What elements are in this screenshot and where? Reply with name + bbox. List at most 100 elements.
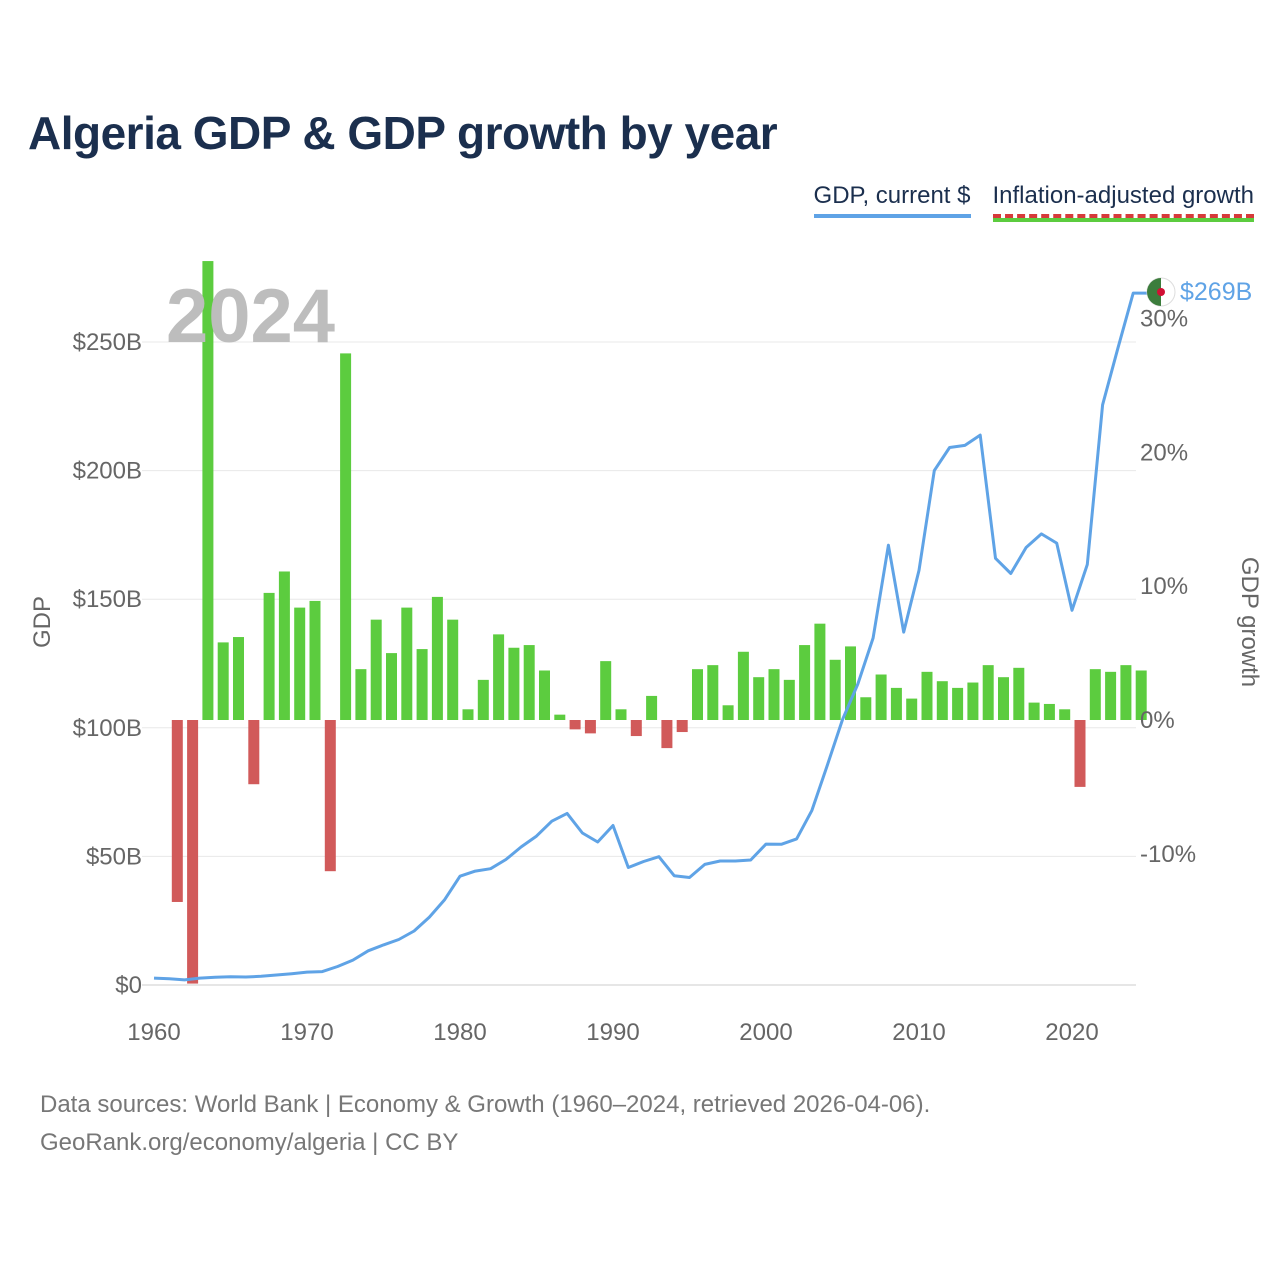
legend: GDP, current $ Inflation-adjusted growth: [813, 182, 1254, 218]
growth-bar-1975[interactable]: [386, 653, 397, 720]
y-left-tick-label: $250B: [73, 329, 142, 356]
growth-bar-1979[interactable]: [447, 619, 459, 720]
end-marker: $269B: [1146, 277, 1252, 307]
growth-bar-1970[interactable]: [309, 600, 321, 720]
y-left-tick-label: $150B: [73, 586, 142, 613]
growth-bar-1987[interactable]: [569, 720, 581, 730]
growth-bar-2002[interactable]: [799, 645, 811, 720]
growth-bar-1997[interactable]: [722, 705, 734, 720]
growth-bar-2011[interactable]: [936, 681, 948, 720]
growth-bar-1967[interactable]: [263, 592, 275, 720]
y-right-tick-label: 10%: [1140, 573, 1188, 600]
growth-bar-1974[interactable]: [370, 619, 382, 720]
growth-bar-1988[interactable]: [584, 720, 596, 734]
growth-bar-2015[interactable]: [998, 677, 1009, 720]
growth-bar-1985[interactable]: [539, 670, 550, 720]
chart-area: 2024 $0 $50B $100B $150B $200B $250B -10% 0% 10…: [29, 261, 1263, 1046]
growth-bar-2003[interactable]: [814, 623, 826, 720]
x-tick-label: 2000: [739, 1019, 792, 1046]
growth-bar-1969[interactable]: [294, 607, 306, 720]
growth-bar-1973[interactable]: [355, 669, 367, 720]
growth-bar-1962[interactable]: [187, 720, 199, 984]
algeria-flag-crescent: [1157, 288, 1165, 296]
growth-bar-2018[interactable]: [1043, 703, 1055, 720]
y-left-tick-label: $100B: [73, 715, 142, 742]
chart-title: Algeria GDP & GDP growth by year: [28, 107, 778, 159]
gdp-line-group: [153, 291, 1150, 982]
x-tick-label: 1960: [127, 1019, 180, 1046]
x-tick-label: 1970: [280, 1019, 333, 1046]
footer-link[interactable]: GeoRank.org/economy/algeria | CC BY: [40, 1129, 459, 1156]
legend-growth[interactable]: Inflation-adjusted growth: [992, 182, 1254, 218]
growth-bar-2024[interactable]: [1135, 670, 1147, 720]
growth-bar-2000[interactable]: [768, 669, 780, 720]
growth-bar-1961[interactable]: [171, 720, 183, 902]
y-right-tick-label: 0%: [1140, 707, 1175, 734]
growth-bar-2016[interactable]: [1013, 667, 1025, 720]
right-axis: -10% 0% 10% 20% 30%: [1140, 306, 1196, 868]
growth-bar-2007[interactable]: [875, 674, 887, 720]
growth-bar-2006[interactable]: [860, 697, 872, 720]
growth-bar-1963[interactable]: [202, 261, 214, 720]
growth-bar-1966[interactable]: [248, 720, 260, 785]
growth-bar-1971[interactable]: [324, 720, 336, 872]
growth-bar-1993[interactable]: [661, 720, 673, 749]
x-tick-label: 1990: [586, 1019, 639, 1046]
growth-bar-1976[interactable]: [401, 607, 413, 720]
growth-bar-1977[interactable]: [416, 649, 428, 720]
growth-bar-1999[interactable]: [753, 677, 765, 720]
y-right-tick-label: -10%: [1140, 841, 1196, 868]
growth-bar-1989[interactable]: [600, 661, 612, 720]
growth-bar-1972[interactable]: [340, 353, 352, 720]
growth-bar-1994[interactable]: [676, 720, 688, 733]
growth-bar-2017[interactable]: [1028, 702, 1040, 720]
y-left-tick-label: $0: [115, 972, 142, 999]
growth-bar-2014[interactable]: [982, 665, 994, 720]
algeria-flag-green-half: [1147, 278, 1161, 306]
growth-bar-1964[interactable]: [217, 642, 229, 720]
growth-bar-1996[interactable]: [707, 665, 719, 720]
growth-bar-1965[interactable]: [233, 637, 244, 720]
y-right-tick-label: 20%: [1140, 439, 1188, 466]
x-tick-label: 2020: [1045, 1019, 1098, 1046]
growth-bar-2004[interactable]: [829, 659, 841, 720]
growth-bar-2013[interactable]: [967, 682, 979, 720]
x-tick-label: 1980: [433, 1019, 486, 1046]
growth-bar-2005[interactable]: [845, 646, 856, 720]
growth-bar-2001[interactable]: [783, 679, 795, 720]
left-axis: $0 $50B $100B $150B $200B $250B: [73, 329, 142, 999]
growth-bar-2009[interactable]: [906, 698, 918, 720]
gdp-line[interactable]: [153, 291, 1150, 982]
footer-sources: Data sources: World Bank | Economy & Gro…: [40, 1091, 931, 1118]
growth-bar-1968[interactable]: [278, 571, 290, 720]
growth-bars: [171, 261, 1147, 984]
growth-bar-1990[interactable]: [615, 709, 627, 720]
growth-bar-2008[interactable]: [890, 687, 902, 720]
growth-bar-1984[interactable]: [523, 645, 535, 720]
x-axis: 1960 1970 1980 1990 2000 2010 2020: [127, 1019, 1098, 1046]
growth-bar-1983[interactable]: [508, 647, 520, 720]
legend-gdp[interactable]: GDP, current $: [813, 182, 971, 218]
growth-bar-2010[interactable]: [921, 671, 933, 720]
growth-bar-2019[interactable]: [1059, 709, 1071, 720]
year-label: 2024: [166, 274, 335, 359]
growth-bar-1982[interactable]: [493, 634, 505, 720]
growth-bar-2012[interactable]: [952, 687, 964, 720]
growth-bar-2020[interactable]: [1074, 720, 1086, 787]
growth-bar-1986[interactable]: [554, 714, 566, 720]
y-axis-label-left: GDP: [29, 596, 56, 648]
growth-bar-1981[interactable]: [477, 679, 489, 720]
growth-bar-2021[interactable]: [1089, 669, 1101, 720]
y-left-tick-label: $200B: [73, 458, 142, 485]
growth-bar-2022[interactable]: [1105, 671, 1117, 720]
growth-bar-2023[interactable]: [1120, 665, 1132, 720]
growth-bar-1991[interactable]: [630, 720, 642, 737]
growth-bar-1998[interactable]: [737, 651, 749, 720]
footer: Data sources: World Bank | Economy & Gro…: [40, 1086, 930, 1162]
growth-bar-1978[interactable]: [431, 596, 443, 720]
growth-bar-1995[interactable]: [692, 669, 703, 720]
gridlines: [142, 341, 1136, 986]
growth-bar-1992[interactable]: [646, 695, 658, 720]
growth-bar-1980[interactable]: [462, 709, 474, 720]
y-right-tick-label: 30%: [1140, 306, 1188, 333]
